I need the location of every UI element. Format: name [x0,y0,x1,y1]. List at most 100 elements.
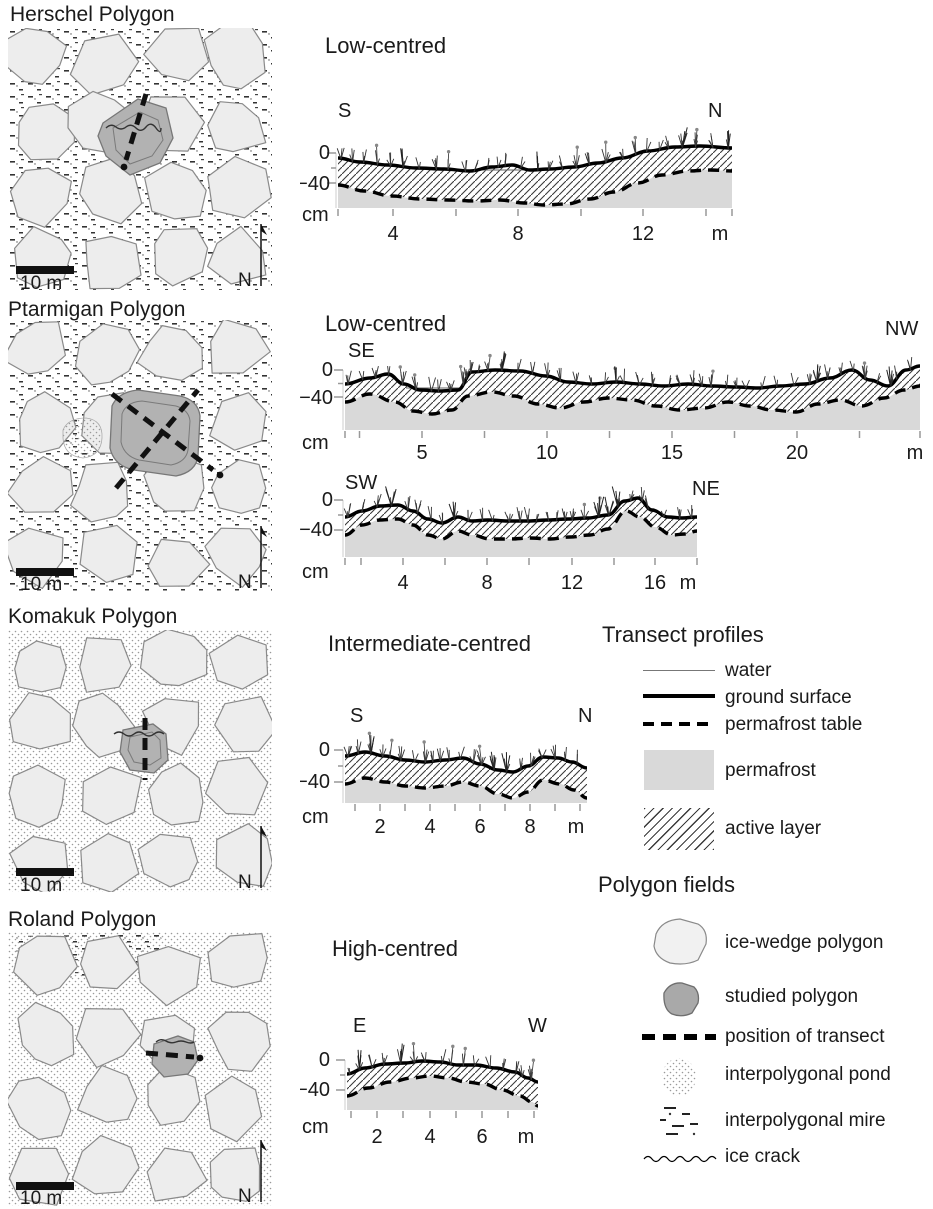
x-tick: 4 [424,1126,435,1148]
map-title-roland: Roland Polygon [8,908,157,931]
direction-end-label: NE [692,478,720,500]
ice-wedge-polygon-swatch [653,918,707,965]
north-arrow: N [238,1140,267,1206]
permafrost-table-line [346,1074,539,1108]
ice-wedge-polygons [8,630,272,892]
permafrost-fill [345,778,587,803]
x-tick: 2 [374,816,385,838]
legend-label-ice-wedge-polygon: ice-wedge polygon [725,932,884,953]
y-tick-40: −40 [300,1079,330,1101]
active-layer-fill [347,1061,538,1106]
permafrost-table-line [344,509,698,541]
vegetation [345,351,913,393]
active-layer-hatch-swatch [644,808,714,850]
permafrost-fill [347,1076,538,1110]
profile-title-ptarmigan: Low-centred [325,311,447,336]
y-unit-label: cm [302,561,329,583]
x-unit-label: m [712,223,729,245]
studied-polygon-roland [145,1035,204,1078]
north-arrow: N [238,826,267,892]
ice-crack-swatch [643,1155,717,1163]
north-label: N [238,872,252,892]
vegetation [347,1041,536,1081]
profile-title-roland: High-centred [332,936,458,961]
transect-end-dot [216,471,224,479]
direction-end-label: N [708,100,722,122]
x-tick: 10 [536,442,558,464]
profile-title-herschel: Low-centred [325,33,447,58]
x-tick: 12 [632,223,654,245]
x-unit-label: m [680,572,697,594]
x-unit-label: m [518,1126,535,1148]
ground-surface-line [337,144,733,173]
vegetation [343,731,578,773]
legend-title-transect-profiles: Transect profiles [602,622,764,647]
position-of-transect-swatch [642,1034,716,1040]
active-layer-fill [338,146,732,205]
y-unit-label: cm [302,204,329,226]
legend-label-position-of-transect: position of transect [725,1026,885,1047]
profile-title-komakuk: Intermediate-centred [328,631,531,656]
axis-ticks [334,499,698,565]
studied-polygon-ptarmigan [109,388,224,490]
ground-surface-line-swatch [643,694,715,698]
permafrost-fill-swatch [644,750,714,790]
x-tick: 6 [476,1126,487,1148]
scale-label: 10 m [20,273,62,290]
legend-label-permafrost: permafrost [725,760,816,781]
y-tick-0: 0 [322,489,333,511]
legend-label-interpolygonal-pond: interpolygonal pond [725,1064,891,1085]
x-tick: 16 [644,572,666,594]
direction-end-label: W [528,1015,547,1037]
direction-start-label: S [338,100,351,122]
x-tick: 5 [416,442,427,464]
x-tick: 12 [561,572,583,594]
north-arrow: N [238,526,267,592]
permafrost-table-line [337,168,733,207]
legend-label-active-layer: active layer [725,818,822,839]
interpolygonal-mire-swatch [660,1107,698,1136]
y-unit-label: cm [302,432,329,454]
map-ptarmigan: 10 m N [8,320,272,592]
y-unit-label: cm [302,806,329,828]
profile-herschel: S N 0 −40 cm 4 8 12 m [300,100,733,245]
vegetation [343,486,694,525]
direction-end-label: NW [885,318,918,340]
interpolygonal-pond-swatch [662,1058,696,1096]
north-label: N [238,572,252,592]
direction-start-label: SW [345,472,377,494]
legend-label-studied-polygon: studied polygon [725,986,859,1007]
x-unit-label: m [568,816,585,838]
scale-bar: 10 m [16,266,74,290]
y-tick-40: −40 [300,519,333,541]
profile-ptarmigan-swne: SW NE 0 −40 cm 4 8 12 16 m [300,472,720,594]
vegetation [336,127,731,173]
axis-ticks [334,749,581,811]
x-tick: 4 [397,572,408,594]
x-tick: 4 [387,223,398,245]
permafrost-fill [338,170,732,208]
map-herschel: 10 m N [8,28,272,290]
scale-bar: 10 m [16,1182,74,1206]
scale-bar: 10 m [16,868,74,892]
ground-surface-line [344,496,698,525]
map-title-komakuk: Komakuk Polygon [8,605,178,628]
direction-start-label: E [353,1015,366,1037]
active-layer-fill [345,366,920,414]
x-tick: 8 [481,572,492,594]
y-tick-0: 0 [319,142,330,164]
transect-end-dot [120,163,128,171]
map-komakuk: 10 m N [8,630,272,892]
y-unit-label: cm [302,1116,329,1138]
legend-label-ice-crack: ice crack [725,1146,800,1167]
x-tick: 8 [512,223,523,245]
ice-wedge-polygons [8,933,271,1206]
permafrost-fill [345,511,697,557]
transect-line [110,392,215,472]
water-line-swatch [643,670,715,671]
axis-ticks [327,152,733,216]
legend-label-water: water [725,660,772,681]
north-label: N [238,1186,252,1206]
map-title-ptarmigan: Ptarmigan Polygon [8,298,186,321]
